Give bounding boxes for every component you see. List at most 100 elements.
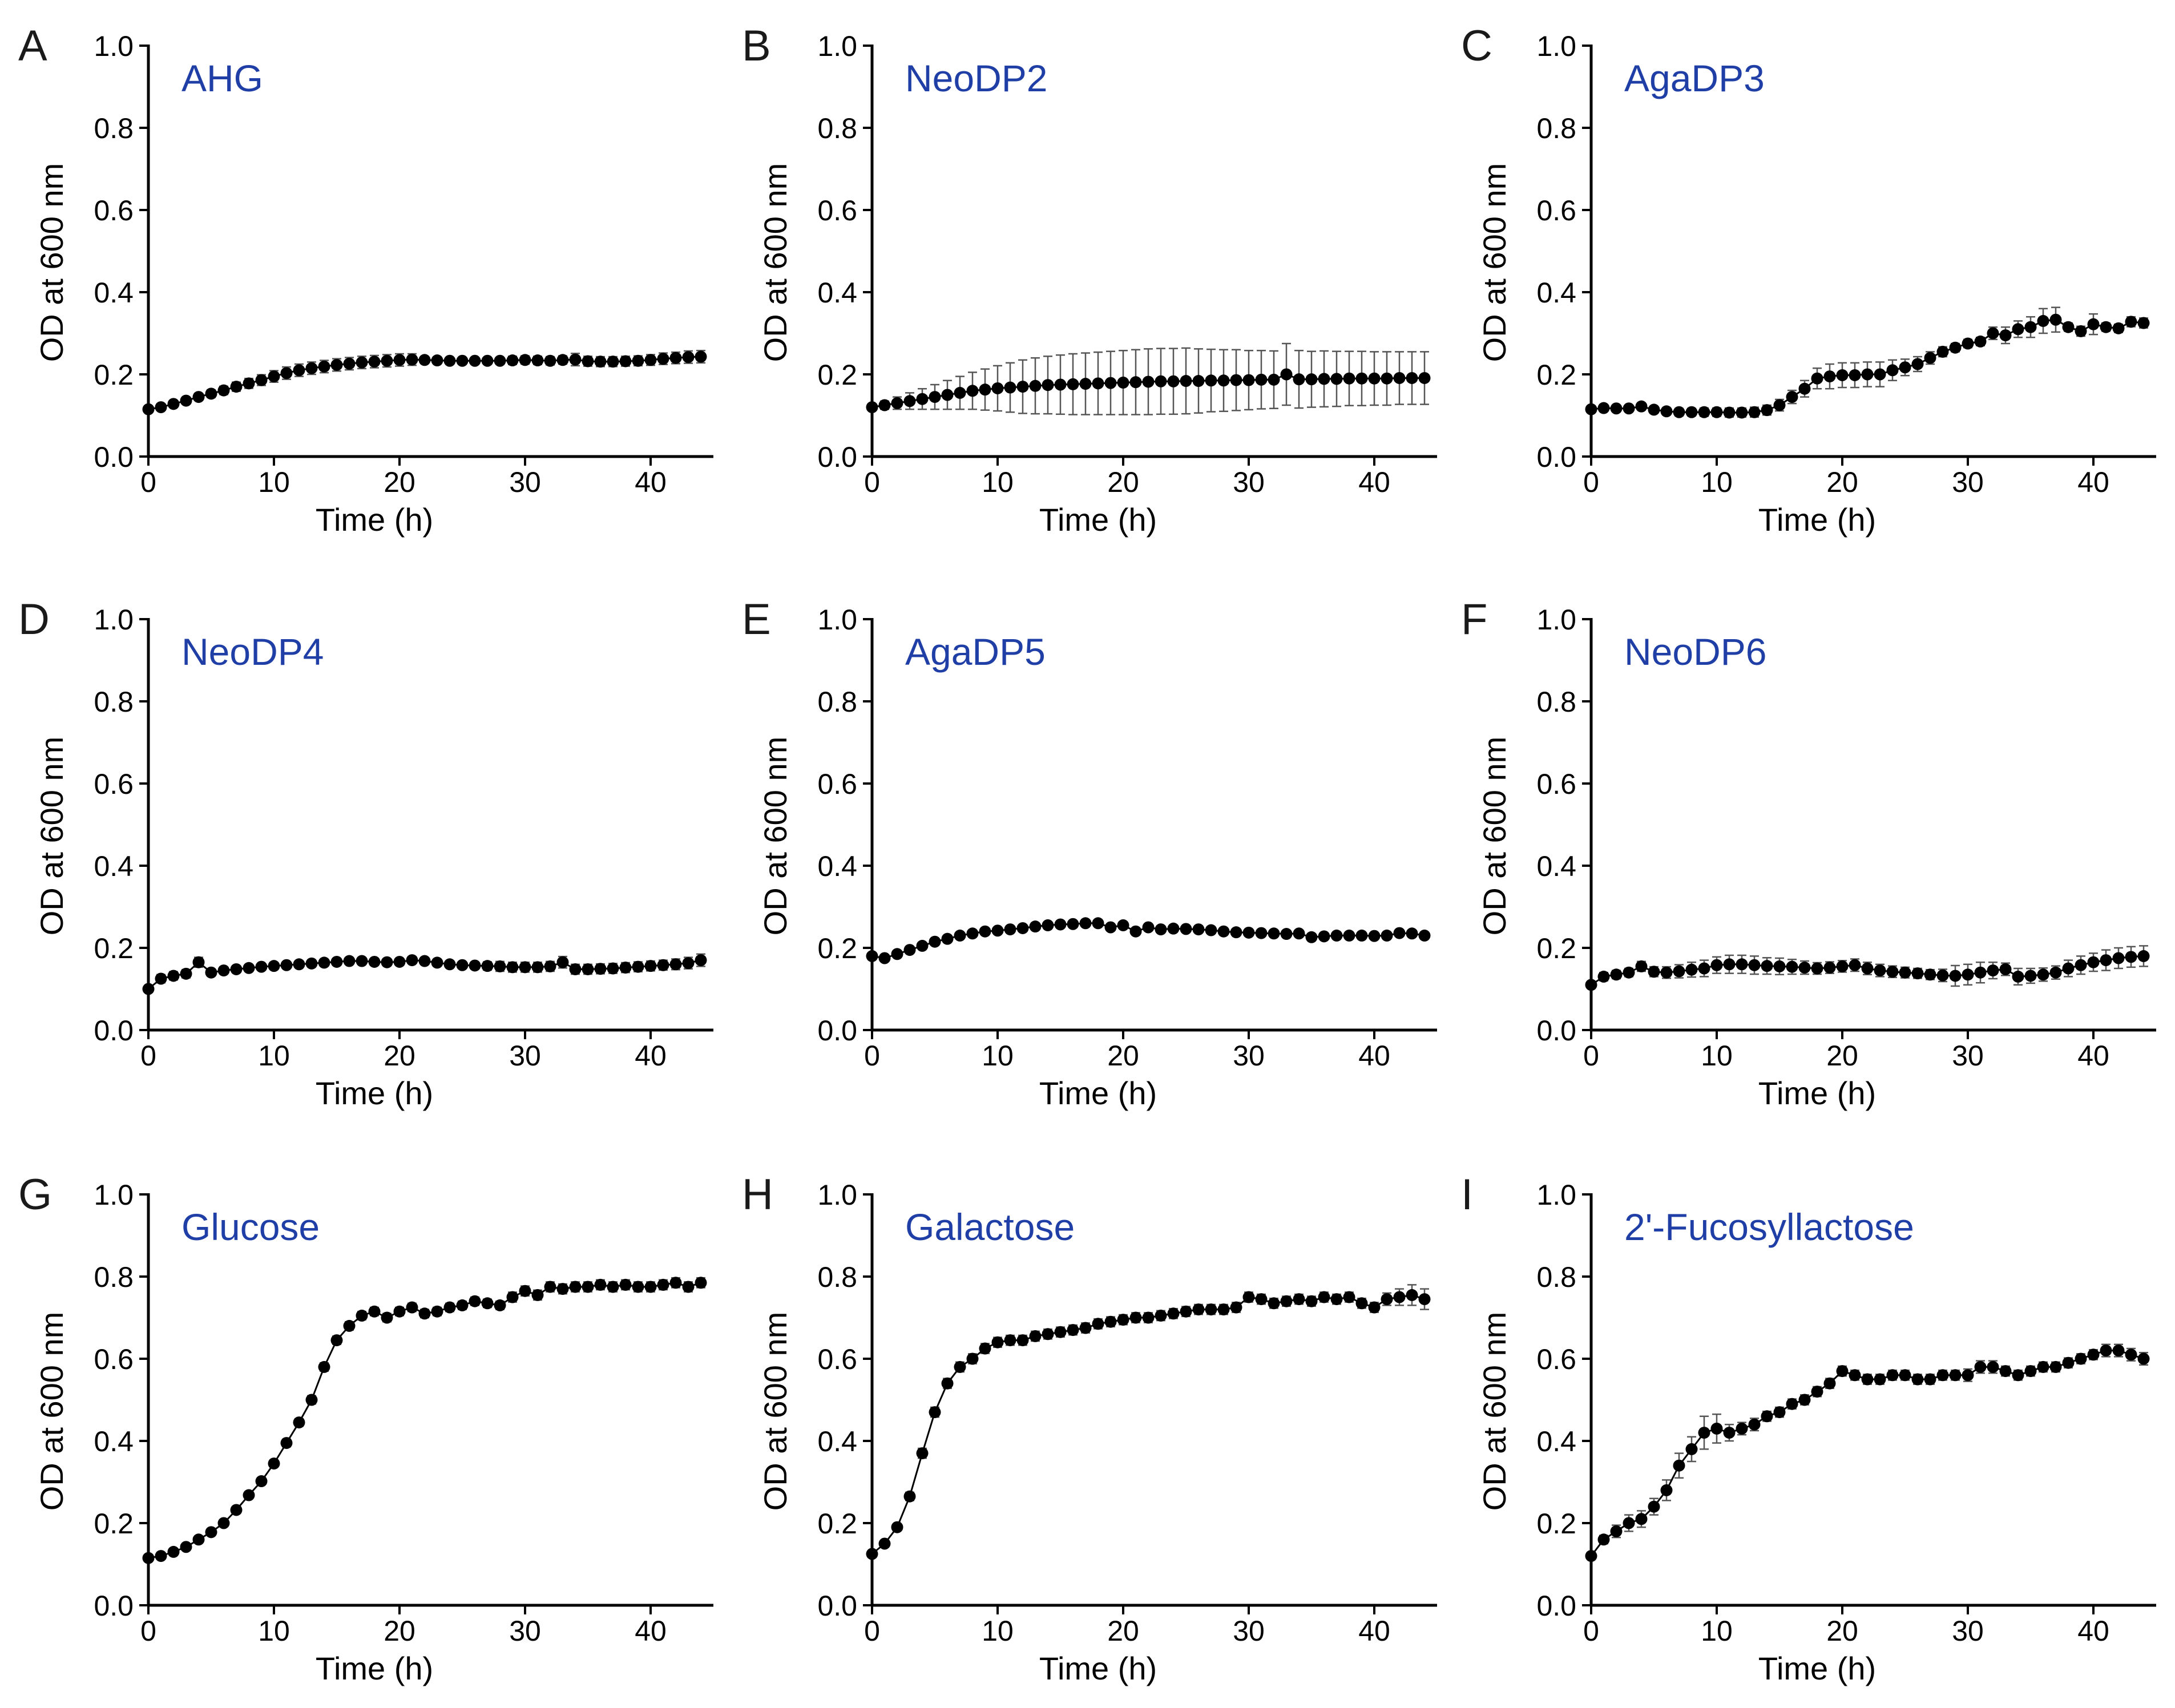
data-point (682, 957, 695, 970)
data-point (356, 356, 368, 369)
data-point (1054, 918, 1067, 931)
data-point (1355, 1297, 1368, 1310)
data-point (1936, 1369, 1949, 1382)
data-point (1861, 1373, 1874, 1386)
data-point (1042, 919, 1054, 931)
y-tick-label: 0.2 (94, 932, 134, 964)
data-point (1230, 374, 1242, 386)
data-point (1180, 1305, 1192, 1318)
data-point (1886, 364, 1899, 377)
data-point (1798, 962, 1811, 974)
data-point (381, 1311, 393, 1324)
x-tick-label: 30 (1233, 1040, 1265, 1072)
data-point (343, 955, 356, 967)
data-point (2037, 314, 2049, 327)
data-point (1987, 1360, 1999, 1373)
data-point (1293, 927, 1305, 940)
data-point (1999, 1365, 2012, 1378)
data-point (1635, 960, 1648, 972)
data-point (1029, 379, 1042, 392)
data-point (632, 960, 644, 973)
data-point (393, 955, 406, 968)
data-point (280, 367, 293, 379)
data-point (903, 395, 916, 407)
data-point (2024, 1365, 2037, 1378)
x-tick-label: 20 (1107, 466, 1139, 498)
y-tick-label: 0.4 (94, 850, 134, 882)
data-point (1635, 400, 1648, 413)
x-tick-label: 20 (1107, 1615, 1139, 1647)
y-tick-label: 0.6 (94, 195, 134, 227)
y-tick-label: 0.6 (1536, 195, 1576, 227)
x-axis-label-h: Time (h) (1039, 1650, 1157, 1686)
x-tick-label: 40 (2077, 1040, 2109, 1072)
data-point (2100, 1344, 2112, 1357)
y-tick-label: 0.8 (1536, 1261, 1576, 1293)
data-point (155, 401, 167, 414)
data-point (556, 1283, 569, 1295)
data-point (217, 1517, 230, 1529)
data-point (1381, 372, 1393, 385)
data-point (941, 1377, 954, 1390)
data-point (318, 956, 330, 969)
data-point (1736, 958, 1748, 971)
data-point (954, 929, 966, 942)
data-point (991, 924, 1004, 937)
data-point (1368, 1301, 1381, 1314)
data-point (644, 354, 657, 366)
data-point (669, 1277, 682, 1289)
y-tick-label: 1.0 (1536, 604, 1576, 636)
data-point (1004, 1334, 1016, 1347)
data-point (1104, 377, 1117, 389)
y-tick-label: 0.0 (817, 1590, 857, 1622)
data-point (531, 1289, 544, 1301)
data-point (293, 1416, 305, 1429)
data-point (443, 958, 456, 971)
data-point (1092, 917, 1104, 930)
data-point (556, 956, 569, 968)
data-point (1117, 376, 1129, 389)
data-point (167, 970, 180, 982)
data-point (356, 1309, 368, 1322)
y-axis-label-g: OD at 600 nm (34, 1312, 70, 1511)
y-tick-label: 0.2 (94, 359, 134, 391)
y-tick-label: 0.8 (1536, 112, 1576, 144)
data-point (695, 1277, 707, 1289)
x-tick-label: 0 (864, 466, 880, 498)
data-point (1861, 368, 1874, 381)
data-point (619, 962, 632, 974)
y-axis-label-e: OD at 600 nm (757, 737, 793, 936)
data-point (1230, 926, 1242, 939)
data-point (1610, 1525, 1623, 1537)
data-point (1418, 929, 1431, 942)
data-point (1155, 375, 1167, 387)
data-point (991, 1336, 1004, 1348)
data-point (607, 1281, 619, 1293)
data-point (1205, 374, 1217, 387)
x-tick-label: 20 (384, 1615, 415, 1647)
data-point (1418, 372, 1431, 384)
data-point (657, 1278, 669, 1291)
data-point (1987, 964, 1999, 977)
y-tick-label: 0.4 (817, 1426, 857, 1457)
data-point (1660, 405, 1673, 418)
data-point (1911, 967, 1924, 980)
data-point (594, 963, 607, 975)
data-point (318, 360, 330, 373)
data-point (1585, 1550, 1597, 1562)
data-point (1623, 966, 1635, 979)
x-axis-label-g: Time (h) (316, 1650, 433, 1686)
x-tick-label: 10 (258, 1615, 290, 1647)
data-point (1129, 1311, 1142, 1324)
error-bars-h (867, 1284, 1429, 1557)
x-tick-label: 40 (635, 1040, 667, 1072)
data-point (966, 1352, 979, 1365)
data-point (1761, 1410, 1773, 1423)
data-point (456, 354, 469, 367)
data-point (167, 398, 180, 410)
data-point (268, 960, 280, 972)
data-point (456, 959, 469, 971)
panel-b: B 0.0 0.2 0.4 0.6 0.8 1.0 0 10 20 30 40 Time (h) OD a… (742, 22, 1437, 538)
data-point (582, 1281, 594, 1293)
data-point (1962, 1369, 1974, 1382)
